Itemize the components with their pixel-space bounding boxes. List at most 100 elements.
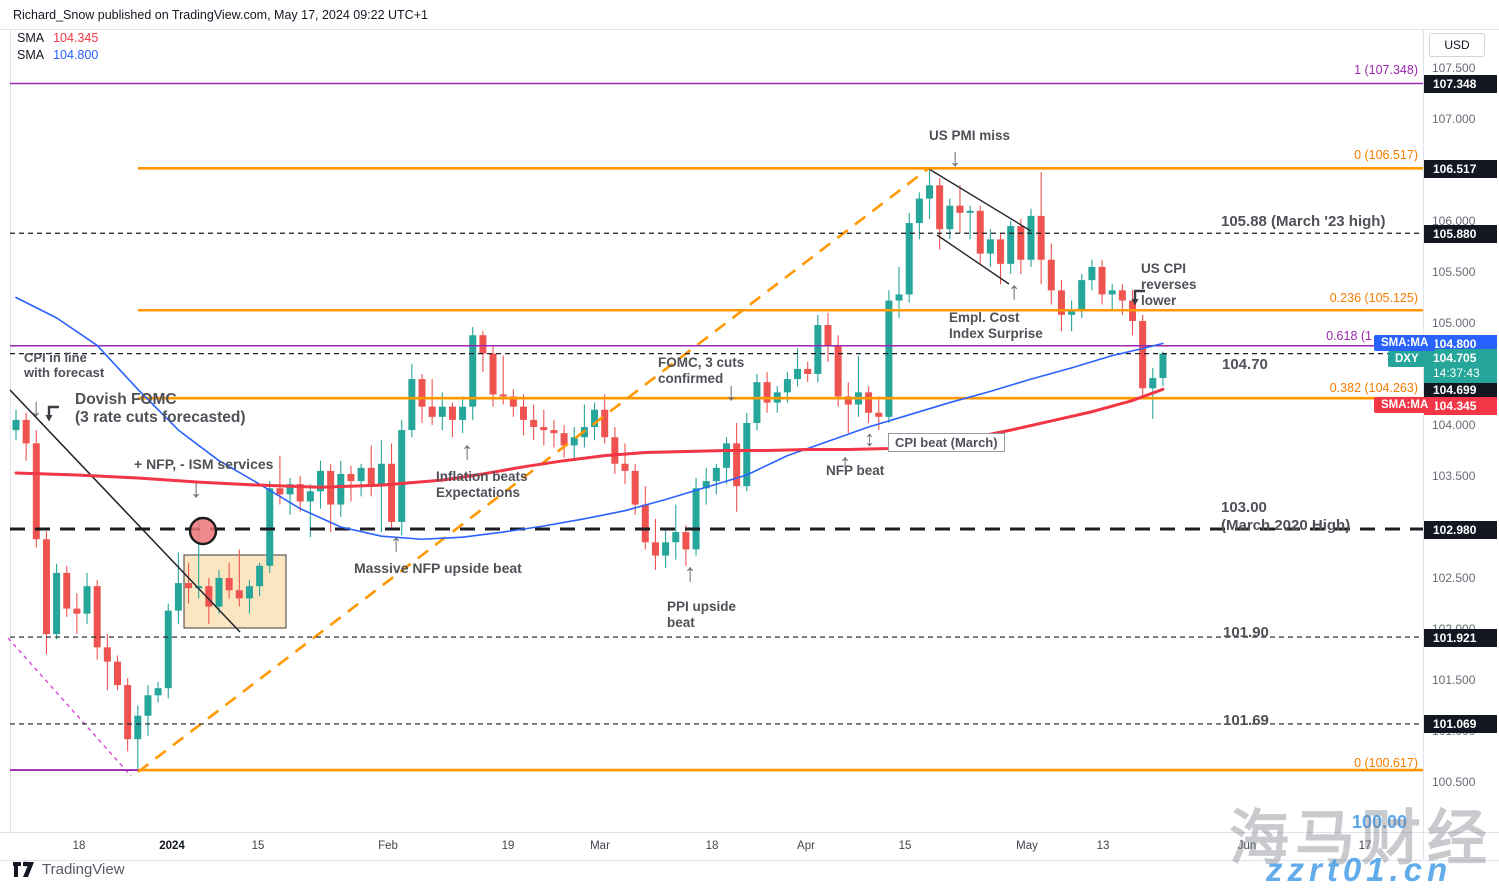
candle-body — [357, 467, 365, 482]
candle-body — [946, 205, 954, 230]
chart-annotation: + NFP, - ISM services — [134, 456, 274, 472]
candle-body — [408, 379, 416, 431]
candle-body — [317, 470, 324, 492]
price-level-badge: 106.517 — [1424, 159, 1497, 178]
price-tick: 102.500 — [1432, 571, 1476, 585]
down-arrow-icon: ↓ — [190, 475, 203, 503]
currency-button[interactable]: USD — [1429, 33, 1485, 57]
candle-body — [1078, 280, 1086, 311]
candle-body — [763, 382, 771, 403]
candle-body — [1017, 226, 1025, 260]
candle-body — [570, 437, 578, 446]
price-level-badge: 101.069 — [1424, 715, 1497, 734]
chart-annotation: PPI upside beat — [667, 599, 737, 630]
candle-body — [976, 210, 984, 254]
sma-axis-value: 104.345 — [1424, 397, 1497, 415]
candle-body — [83, 586, 91, 614]
candle-body — [611, 437, 619, 464]
channel-lower — [936, 234, 1010, 285]
candle-body — [1057, 290, 1065, 315]
legend-sma-1[interactable]: SMA 104.345 — [17, 31, 98, 45]
header-divider — [0, 29, 1499, 30]
candle-body — [32, 443, 40, 540]
price-level-badge: 102.980 — [1424, 520, 1497, 539]
time-tick: 18 — [72, 840, 86, 852]
candle-body — [926, 185, 933, 199]
candle-body — [844, 396, 852, 405]
chart-annotation: US CPI reverses lower — [1141, 261, 1197, 308]
symbol-chip: DXY — [1388, 351, 1426, 367]
candle-body — [12, 419, 20, 431]
candle-body — [743, 422, 751, 487]
candle-body — [520, 406, 527, 420]
candle-body — [73, 608, 81, 614]
sma-axis-chip: SMA:MA — [1374, 397, 1436, 413]
candle-body — [1098, 266, 1106, 295]
candle-body — [631, 470, 639, 505]
legend-sma-2-label: SMA — [17, 48, 45, 62]
candle-body — [347, 473, 355, 482]
price-tick: 105.500 — [1432, 265, 1476, 279]
candle-body — [804, 368, 812, 374]
chart-annotation: Inflation beats Expectations — [436, 469, 528, 500]
candle-body — [1139, 320, 1147, 389]
candle-body — [560, 433, 568, 446]
candle-body — [1088, 266, 1096, 281]
time-tick: 17 — [1358, 840, 1372, 852]
chart-annotation: 101.90 — [1223, 624, 1269, 641]
price-tick: 103.500 — [1432, 469, 1476, 483]
legend-sma-2[interactable]: SMA 104.800 — [17, 48, 98, 62]
candle-body — [174, 583, 182, 611]
price-level-badge: 105.880 — [1424, 224, 1497, 243]
sma-line-blue — [15, 296, 1164, 541]
time-tick: Jun — [1237, 840, 1257, 852]
tradingview-logo[interactable]: TradingView — [13, 861, 125, 878]
candle-body — [1037, 215, 1045, 260]
candle-body — [692, 488, 700, 550]
magenta-dashed — [7, 637, 132, 777]
watermark-cjk-text: 海马财经 — [1229, 805, 1493, 872]
chart-annotation: CPI in line with forecast — [24, 350, 105, 381]
candle-body — [915, 198, 923, 224]
candle-body — [936, 185, 944, 230]
orange-dashed-up — [137, 166, 930, 774]
candle-body — [1027, 215, 1035, 260]
price-tick: 100.500 — [1432, 775, 1476, 789]
candle-body — [1007, 226, 1015, 264]
candle-body — [235, 590, 243, 599]
down-trendline — [9, 389, 241, 633]
candle-body — [499, 394, 507, 397]
candle-body — [469, 335, 477, 407]
chart-annotation: FOMC, 3 cuts confirmed — [658, 355, 745, 386]
bar-countdown: 14:37:43 — [1433, 366, 1480, 380]
channel-upper — [928, 168, 1032, 232]
time-tick: 19 — [501, 840, 515, 852]
time-axis-top-border — [0, 832, 1499, 833]
fib-label-purple: 1 (107.348) — [1354, 63, 1418, 77]
candle-body — [641, 504, 649, 543]
candle-body — [154, 688, 162, 696]
candle-body — [1047, 259, 1055, 291]
candle-body — [1068, 310, 1076, 315]
price-axis-border — [1423, 30, 1424, 860]
sma-axis-value: 104.800 — [1424, 335, 1497, 353]
candle-body — [93, 586, 101, 648]
consolidation-highlight-box — [183, 554, 287, 629]
price-level-badge: 101.921 — [1424, 628, 1497, 647]
tradingview-logo-text: TradingView — [42, 861, 125, 878]
candle-body — [997, 239, 1005, 264]
candle-body — [103, 647, 111, 662]
candle-body — [905, 223, 913, 295]
candle-body — [479, 335, 487, 354]
fib-label-orange: 0 (106.517) — [1354, 148, 1418, 162]
legend-sma-1-label: SMA — [17, 31, 45, 45]
up-arrow-icon: ↑ — [1008, 277, 1021, 305]
price-level-badge: 104.699 — [1424, 381, 1497, 399]
candle-body — [794, 368, 802, 380]
candle-body — [266, 488, 274, 566]
elbow-arrow-icon — [44, 404, 61, 427]
down-arrow-icon: ↓ — [949, 144, 962, 172]
fib-label-orange: 0 (100.617) — [1354, 756, 1418, 770]
candle-body — [225, 578, 233, 591]
